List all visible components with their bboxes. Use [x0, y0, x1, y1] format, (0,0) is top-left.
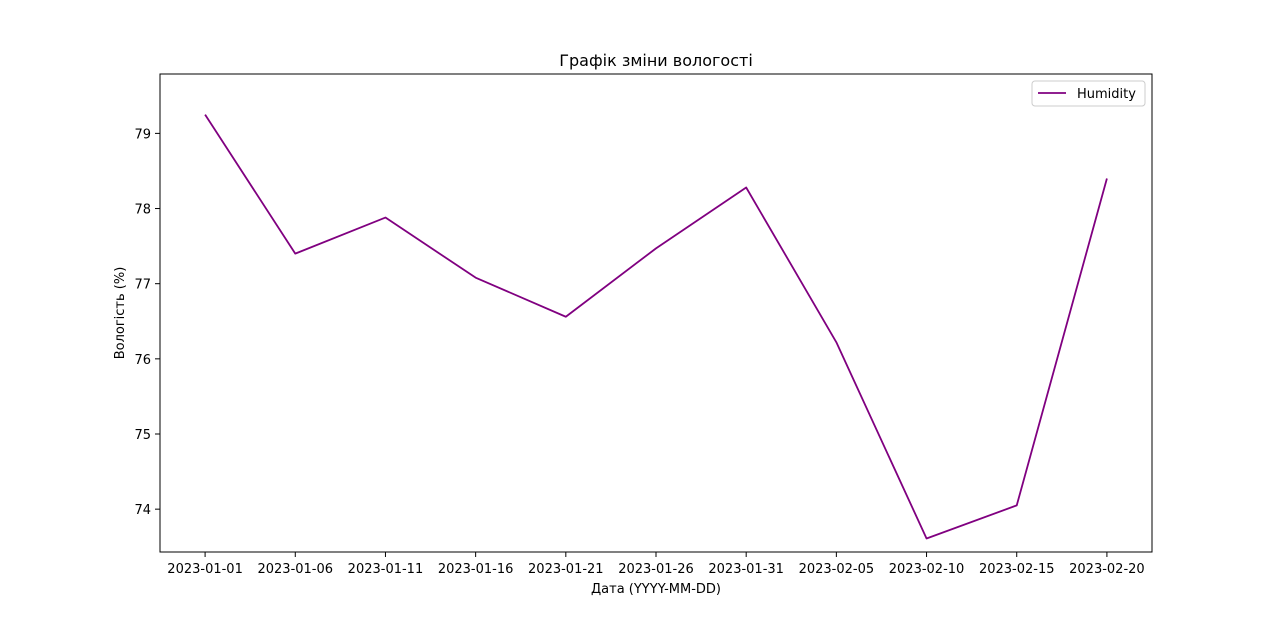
x-tick-label: 2023-02-05 — [799, 562, 875, 577]
x-axis-label: Дата (YYYY-MM-DD) — [591, 582, 721, 597]
plot-area-frame — [159, 73, 1153, 553]
y-tick-label: 78 — [134, 203, 151, 218]
x-tick-label: 2023-02-15 — [979, 562, 1055, 577]
x-tick-label: 2023-01-01 — [167, 562, 243, 577]
x-tick-label: 2023-01-16 — [438, 562, 514, 577]
x-tick-label: 2023-01-26 — [618, 562, 694, 577]
y-tick-label: 79 — [134, 127, 151, 142]
x-tick-label: 2023-02-20 — [1069, 562, 1145, 577]
humidity-series-line — [204, 114, 1108, 540]
x-tick-label: 2023-02-10 — [889, 562, 965, 577]
x-axis-ticks: 2023-01-01 2023-01-06 2023-01-11 2023-01-16… — [167, 552, 1145, 577]
x-tick-label: 2023-01-31 — [708, 562, 784, 577]
x-tick-label: 2023-01-21 — [528, 562, 604, 577]
y-tick-label: 76 — [134, 353, 151, 368]
chart-title: Графік зміни вологості — [559, 51, 753, 70]
y-tick-label: 75 — [134, 428, 151, 443]
legend-label-humidity: Humidity — [1077, 87, 1136, 102]
y-axis-ticks: 74 75 76 77 78 79 — [134, 127, 160, 518]
y-axis-label: Вологість (%) — [113, 267, 128, 360]
legend: Humidity — [1031, 80, 1146, 107]
y-tick-label: 77 — [134, 278, 151, 293]
x-tick-label: 2023-01-06 — [257, 562, 333, 577]
legend-frame — [1031, 80, 1146, 107]
x-tick-label: 2023-01-11 — [348, 562, 424, 577]
y-tick-label: 74 — [134, 503, 151, 518]
